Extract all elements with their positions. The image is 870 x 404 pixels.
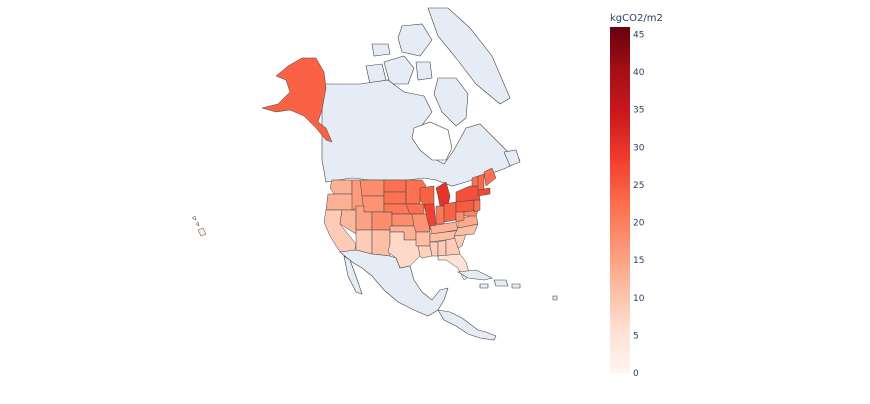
region-massachusetts[interactable] (477, 187, 491, 197)
land-bermuda (552, 295, 558, 301)
region-mississippi[interactable] (429, 241, 439, 257)
colorbar-title: kgCO2/m2 (610, 13, 663, 24)
water-hudson-bay (411, 121, 453, 161)
colorbar-tick-label: 35 (633, 106, 644, 116)
land-arctic-island (383, 55, 415, 85)
colorbar-tick-label: 15 (633, 256, 644, 266)
colorbar-tick-label: 40 (633, 68, 645, 78)
region-hawaii-islands[interactable] (191, 215, 200, 227)
colorbar-tick-label: 45 (633, 31, 644, 41)
region-wisconsin[interactable] (419, 185, 435, 207)
region-louisiana[interactable] (417, 245, 433, 259)
region-alaska[interactable] (261, 57, 333, 143)
region-maine[interactable] (483, 167, 497, 187)
region-new-mexico[interactable] (371, 229, 391, 257)
colorbar-tick-label: 25 (633, 181, 644, 191)
land-cuba (457, 269, 493, 281)
region-new-hampshire[interactable] (477, 173, 485, 191)
region-south-dakota[interactable] (383, 191, 407, 205)
land-mexico (339, 249, 449, 317)
land-greenland (427, 7, 511, 105)
land-baffin-island (433, 77, 469, 127)
land-jamaica (479, 283, 489, 289)
land-hispaniola (493, 279, 509, 287)
colorbar-tick-label: 0 (633, 369, 639, 379)
region-wyoming[interactable] (361, 195, 385, 213)
region-vermont[interactable] (471, 175, 479, 187)
colorbar-tick-label: 10 (633, 294, 645, 304)
colorbar: kgCO2/m2 0 5 10 15 20 25 30 35 40 45 (610, 13, 663, 379)
colorbar-tick-label: 20 (633, 219, 645, 229)
land-central-america (437, 309, 497, 341)
land-newfoundland (503, 149, 521, 167)
land-baja-california (343, 255, 363, 295)
region-oregon[interactable] (325, 193, 355, 211)
land-arctic-island (397, 23, 433, 57)
land-arctic-island (415, 61, 433, 81)
region-indiana[interactable] (435, 205, 445, 225)
region-new-jersey[interactable] (473, 199, 481, 213)
region-kansas[interactable] (391, 213, 415, 227)
region-new-york[interactable] (455, 185, 481, 203)
region-north-dakota[interactable] (383, 179, 407, 193)
region-arkansas[interactable] (415, 231, 431, 247)
land-puerto-rico (511, 283, 521, 289)
region-washington[interactable] (329, 179, 353, 195)
colorbar-gradient (610, 27, 630, 373)
region-ohio[interactable] (443, 201, 457, 223)
colorbar-tick-label: 30 (633, 143, 645, 153)
colorbar-tick-label: 5 (633, 331, 639, 341)
region-colorado[interactable] (371, 211, 393, 231)
region-hawaii[interactable] (197, 227, 207, 237)
colorbar-ticks: 0 5 10 15 20 25 30 35 40 45 (633, 31, 645, 379)
land-arctic-island (371, 43, 391, 57)
region-alabama[interactable] (437, 239, 447, 257)
region-montana[interactable] (359, 179, 385, 197)
region-michigan[interactable] (435, 181, 451, 207)
